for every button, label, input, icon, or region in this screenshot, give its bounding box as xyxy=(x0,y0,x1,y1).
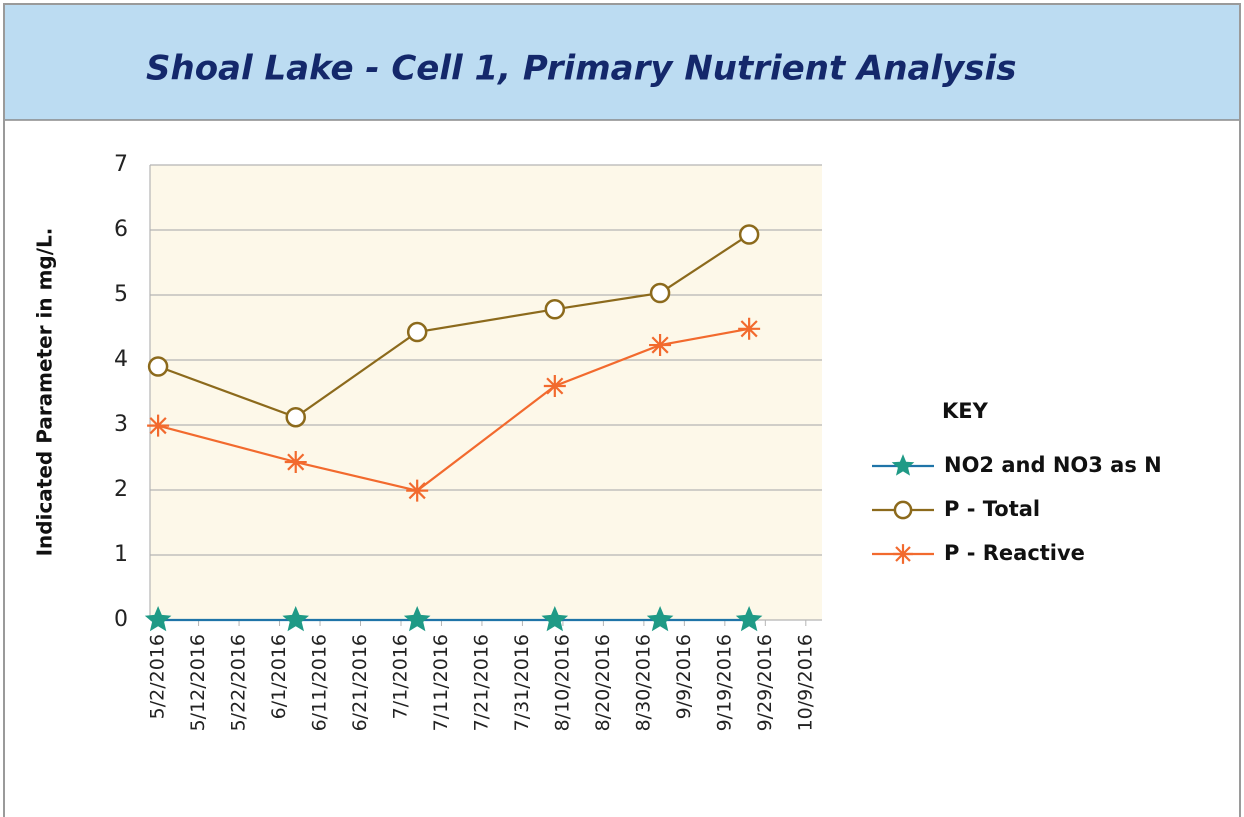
x-tick-label: 9/29/2016 xyxy=(754,634,776,731)
marker-asterisk xyxy=(738,317,761,340)
header xyxy=(5,5,1239,120)
y-tick-label: 1 xyxy=(114,542,128,567)
marker-circle xyxy=(406,321,428,343)
x-tick-label: 10/9/2016 xyxy=(794,634,816,731)
series-line xyxy=(157,327,750,492)
y-tick-label: 2 xyxy=(114,477,128,502)
y-tick-label: 7 xyxy=(114,152,128,177)
legend-label: NO2 and NO3 as N xyxy=(944,453,1162,477)
x-tick-label: 7/31/2016 xyxy=(511,634,533,731)
marker-asterisk xyxy=(284,451,307,474)
x-tick-label: 7/1/2016 xyxy=(389,634,411,719)
y-tick-label: 3 xyxy=(114,412,128,437)
marker-star xyxy=(735,606,763,632)
marker-circle xyxy=(738,224,760,245)
x-tick-label: 9/9/2016 xyxy=(673,634,695,719)
marker-star xyxy=(646,606,674,632)
marker-asterisk xyxy=(649,334,672,357)
x-tick-label: 5/2/2016 xyxy=(147,634,169,719)
marker-circle xyxy=(893,500,913,520)
marker-asterisk xyxy=(406,479,429,502)
marker-asterisk xyxy=(893,544,913,564)
marker-asterisk xyxy=(543,375,566,397)
x-tick-label: 5/12/2016 xyxy=(187,634,209,731)
marker-star xyxy=(282,606,309,632)
y-tick-label: 0 xyxy=(114,607,128,632)
marker-asterisk xyxy=(147,414,170,437)
marker-star xyxy=(541,606,569,632)
marker-star xyxy=(891,454,915,476)
marker-circle xyxy=(147,356,169,377)
x-tick-label: 6/1/2016 xyxy=(268,634,290,719)
y-tick-label: 4 xyxy=(114,347,128,372)
x-tick-label: 5/22/2016 xyxy=(228,634,250,731)
marker-circle xyxy=(649,282,671,304)
legend-title: KEY xyxy=(942,399,989,423)
x-tick-label: 6/21/2016 xyxy=(349,634,371,731)
x-tick-label: 9/19/2016 xyxy=(713,634,735,731)
series-line xyxy=(157,233,750,419)
x-tick-label: 8/10/2016 xyxy=(551,634,573,731)
x-tick-label: 8/20/2016 xyxy=(592,634,614,731)
y-tick-label: 5 xyxy=(114,282,128,307)
legend-label: P - Total xyxy=(944,497,1040,521)
x-tick-label: 7/11/2016 xyxy=(430,634,452,731)
marker-circle xyxy=(544,299,566,320)
marker-circle xyxy=(285,406,306,428)
x-tick-label: 6/11/2016 xyxy=(309,634,331,731)
plot-area xyxy=(150,165,822,620)
marker-star xyxy=(403,606,431,632)
marker-star xyxy=(144,606,172,632)
legend-label: P - Reactive xyxy=(944,541,1085,565)
x-tick-label: 7/21/2016 xyxy=(470,634,492,731)
chart-title: Shoal Lake - Cell 1, Primary Nutrient An… xyxy=(146,49,1016,89)
y-axis-label: Indicated Parameter in mg/L. xyxy=(33,228,57,557)
y-tick-label: 6 xyxy=(114,217,128,242)
x-tick-label: 8/30/2016 xyxy=(632,634,654,731)
